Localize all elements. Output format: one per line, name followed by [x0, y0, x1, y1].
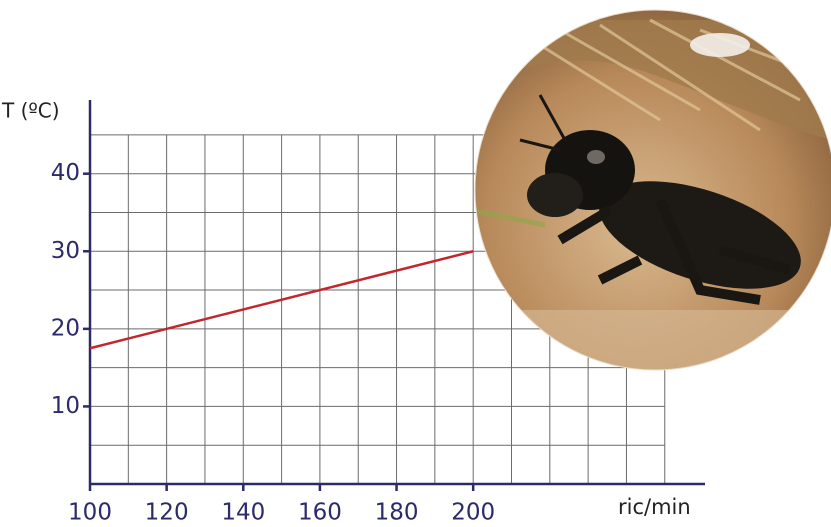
x-tick-label: 140: [221, 500, 265, 526]
x-tick-label: 180: [375, 500, 419, 526]
chart: 10 20 30 40 100 120 140 160 180 200 T (ºC) ric/min: [0, 0, 831, 527]
y-tick-label: 40: [51, 160, 80, 186]
x-tick-label: 120: [145, 500, 189, 526]
page: {"chart_data": {"type": "line", "y_label…: [0, 0, 831, 527]
x-tick-label: 100: [68, 500, 112, 526]
x-tick-label: 200: [451, 500, 495, 526]
y-tick-label: 10: [51, 393, 80, 419]
x-tick-label: 160: [298, 500, 342, 526]
x-axis-label: ric/min: [618, 495, 691, 519]
y-axis-label: T (ºC): [1, 99, 60, 123]
y-tick-label: 30: [51, 238, 80, 264]
cricket-photo: [470, 10, 831, 380]
y-tick-label: 20: [51, 315, 80, 341]
